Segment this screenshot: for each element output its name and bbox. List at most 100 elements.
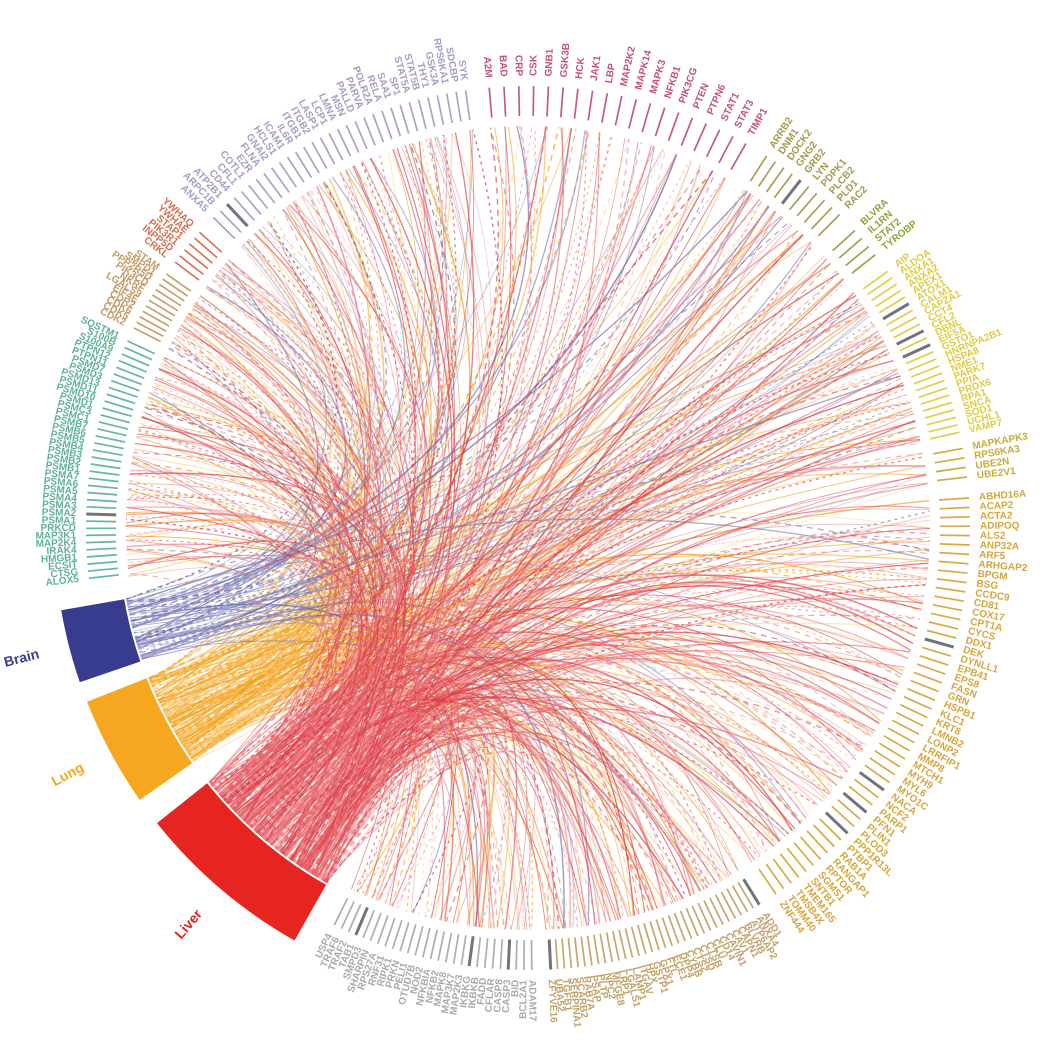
gene-tick: [384, 917, 396, 947]
gene-label: ALS2: [980, 530, 1006, 541]
chord-lung: [148, 304, 381, 679]
chord-liver: [300, 559, 929, 868]
gene-tick: [772, 858, 792, 884]
gene-ticks-layer: [86, 85, 971, 971]
chord-brain: [135, 609, 705, 890]
chord-liver: [256, 189, 437, 834]
gene-tick: [624, 928, 634, 958]
gene-tick: [97, 427, 127, 437]
gene-tick: [476, 937, 482, 968]
chord-lung: [181, 246, 354, 745]
gene-label: PSMA1: [42, 515, 77, 527]
chord-liver: [267, 181, 409, 843]
gene-tick: [726, 888, 743, 916]
gene-label: RAB7A: [581, 976, 596, 1012]
chord-brain: [126, 548, 294, 639]
chord-brain: [127, 138, 443, 609]
gene-tick: [758, 868, 777, 895]
chord-liver: [244, 684, 608, 923]
gene-tick: [142, 310, 170, 327]
chord-liver: [280, 154, 423, 853]
gene-tick: [406, 924, 417, 954]
gene-tick: [796, 192, 818, 217]
chord-lung: [169, 126, 522, 724]
gene-label: CSK: [528, 54, 539, 76]
gene-tick: [88, 477, 119, 483]
chord-liver: [218, 149, 440, 795]
gene-label: FTL: [663, 956, 679, 977]
chord-liver: [234, 702, 722, 882]
chord-liver: [314, 150, 666, 877]
chord-liver: [138, 428, 389, 828]
chord-liver: [318, 505, 930, 879]
gene-tick: [354, 906, 369, 936]
gene-tick: [601, 93, 609, 123]
gene-tick: [333, 897, 349, 926]
chord-lung: [175, 643, 857, 761]
chord-liver: [270, 134, 612, 846]
chord-liver: [255, 157, 453, 834]
gene-tick: [115, 366, 145, 379]
gene-tick: [421, 927, 431, 958]
gene-tick: [98, 421, 129, 430]
gene-tick: [937, 476, 968, 482]
gene-tick: [464, 90, 471, 121]
gene-tick: [86, 505, 117, 510]
gene-tick: [90, 463, 121, 470]
gene-label: PSMA5: [43, 484, 79, 498]
gene-tick: [891, 719, 920, 736]
chord-liver: [289, 530, 931, 860]
chord-liver: [161, 362, 401, 852]
gene-tick: [869, 757, 896, 776]
chord-brain: [125, 220, 338, 600]
gene-tick: [939, 506, 970, 510]
chord-lung: [181, 150, 407, 745]
gene-tick: [271, 167, 290, 193]
chord-lung: [167, 622, 866, 747]
chord-liver: [212, 408, 913, 788]
chord-liver: [127, 488, 336, 834]
gene-tick: [918, 386, 948, 399]
chord-brain: [131, 200, 763, 627]
chord-brain: [132, 176, 406, 629]
chord-lung: [190, 166, 704, 759]
tissue-sector-lung: [87, 678, 193, 800]
gene-tick: [889, 316, 917, 333]
gene-tick: [649, 921, 660, 951]
gene-label: ABHD16A: [979, 489, 1027, 503]
gene-tick: [896, 711, 924, 727]
gene-tick: [788, 186, 810, 211]
chord-liver: [216, 689, 396, 890]
gene-tick: [714, 894, 730, 922]
chord-liver: [131, 463, 350, 793]
gene-tick: [930, 431, 960, 440]
gene-tick: [737, 881, 755, 909]
gene-label: PSMA7: [44, 468, 80, 483]
chord-liver: [316, 672, 767, 878]
gene-label: SCARB2: [574, 976, 590, 1019]
gene-tick: [612, 931, 620, 961]
gene-label: PSMA2: [42, 507, 77, 519]
gene-tick: [793, 842, 815, 867]
chord-liver: [264, 138, 486, 840]
chord-liver: [243, 229, 366, 822]
gene-tick: [930, 612, 961, 621]
chord-liver: [221, 684, 787, 837]
chord-liver: [187, 312, 341, 822]
gene-label: BID: [510, 980, 521, 998]
chord-liver: [309, 720, 739, 873]
chord-liver: [323, 125, 532, 882]
gene-tick: [893, 323, 921, 339]
chord-liver: [231, 679, 622, 920]
gene-label: ACAP2: [979, 500, 1014, 513]
chord-liver: [265, 222, 431, 841]
chord-liver: [236, 330, 879, 815]
chord-liver: [324, 483, 928, 883]
gene-label: PRKCD: [40, 523, 76, 534]
gene-tick: [87, 491, 118, 496]
chord-liver: [297, 719, 640, 915]
gene-tick: [311, 141, 328, 169]
chord-liver: [177, 330, 368, 883]
chord-brain: [126, 555, 896, 692]
